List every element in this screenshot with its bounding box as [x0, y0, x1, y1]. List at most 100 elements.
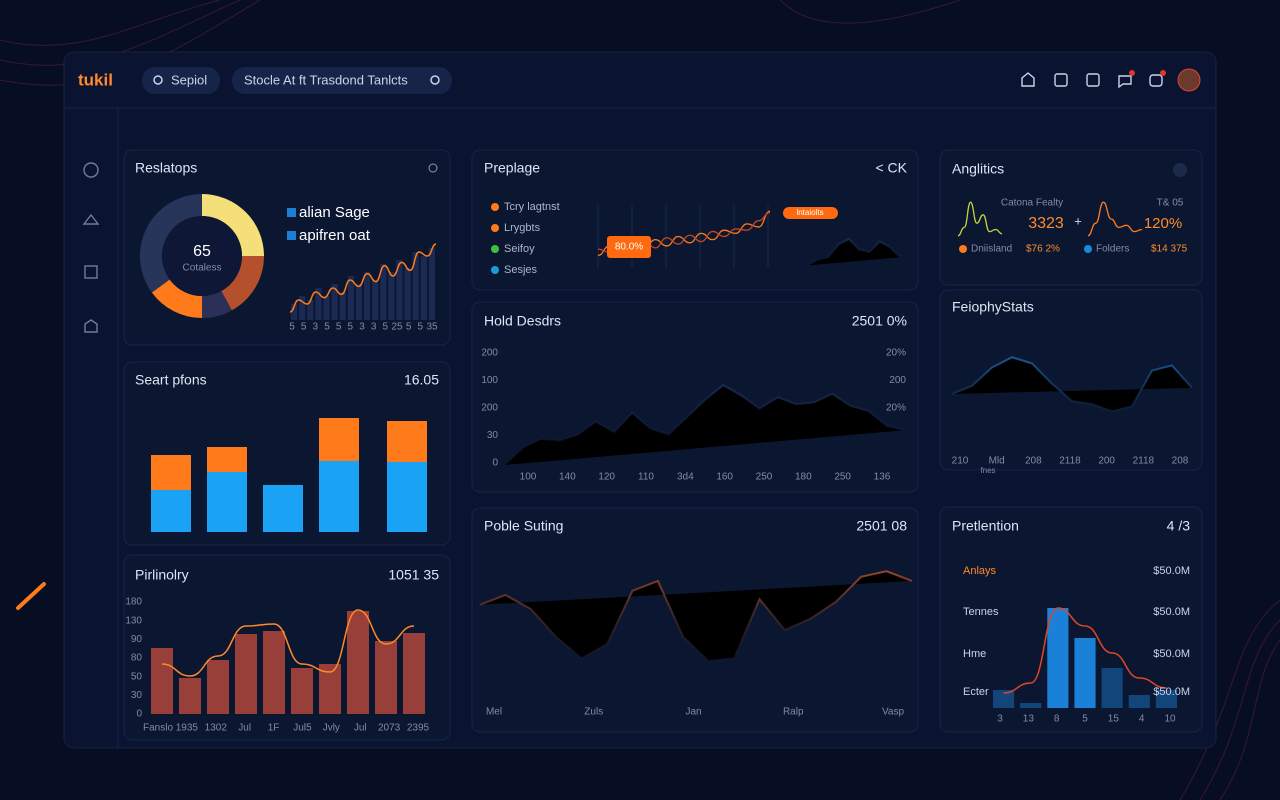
- label: 65: [193, 243, 211, 260]
- bar: [364, 272, 371, 320]
- label: 2073: [378, 723, 401, 734]
- legend-swatch: [287, 231, 296, 240]
- bar: [388, 272, 395, 320]
- bar: [412, 252, 419, 320]
- label: 1051 35: [388, 567, 439, 583]
- bar: [396, 260, 403, 320]
- avatar[interactable]: [1177, 68, 1201, 92]
- label: 110: [638, 472, 654, 483]
- bar: [319, 664, 341, 714]
- line: [807, 237, 901, 267]
- label: 200: [481, 348, 498, 359]
- bar: [1020, 703, 1042, 708]
- search-box[interactable]: [142, 67, 220, 94]
- label: $50.0M: [1153, 686, 1190, 698]
- label: 5: [406, 322, 412, 333]
- label: 20%: [886, 348, 906, 359]
- line: [1003, 607, 1167, 694]
- label: Sesjes: [504, 264, 538, 276]
- label: 208: [1172, 456, 1189, 467]
- bar: [403, 633, 425, 714]
- label: Dniisland: [971, 244, 1012, 255]
- label: Anlays: [963, 565, 997, 577]
- search-icon: [430, 75, 440, 85]
- sidebar-icons[interactable]: [82, 162, 100, 333]
- line: [161, 609, 415, 677]
- label: 5: [348, 322, 354, 333]
- search-box[interactable]: [232, 67, 452, 94]
- label: 2501 08: [856, 518, 907, 534]
- legend-dot: [1084, 245, 1092, 253]
- label: $50.0M: [1153, 606, 1190, 618]
- label: Pretlention: [952, 518, 1019, 534]
- bar: [404, 268, 411, 320]
- label: fnes: [980, 466, 995, 475]
- badge: [607, 236, 651, 258]
- area: [952, 357, 1192, 412]
- search-text: Sepiol: [171, 72, 207, 87]
- label: Seifoy: [504, 243, 535, 255]
- label: Preplage: [484, 160, 540, 176]
- label: 5: [289, 322, 295, 333]
- label: < CK: [875, 160, 907, 176]
- header-icons[interactable]: [1021, 72, 1163, 89]
- label: 4 /3: [1167, 518, 1191, 534]
- label: 210: [952, 456, 969, 467]
- bar-segment: [207, 447, 247, 472]
- label: 208: [1025, 456, 1042, 467]
- label: 5: [1082, 714, 1088, 725]
- label: Jvly: [323, 723, 340, 734]
- area: [505, 384, 905, 465]
- bar-segment: [207, 472, 247, 532]
- bar-segment: [387, 421, 427, 462]
- line: [957, 201, 1003, 237]
- label: 1302: [205, 723, 228, 734]
- legend-dot: [491, 203, 499, 211]
- label: Lrygbts: [504, 222, 541, 234]
- label: 1F: [268, 723, 280, 734]
- bar: [372, 280, 379, 320]
- label: 13: [1023, 714, 1035, 725]
- bar: [263, 631, 285, 714]
- label: 3: [313, 322, 319, 333]
- label: Vasp: [882, 707, 904, 718]
- bar-segment: [151, 490, 191, 532]
- label: 30: [487, 430, 499, 441]
- bar: [375, 641, 397, 714]
- search-icon[interactable]: [428, 163, 438, 173]
- label: $76 2%: [1026, 244, 1060, 255]
- label: 3: [371, 322, 377, 333]
- bar: [331, 284, 338, 320]
- line: [1087, 201, 1143, 237]
- label: Tcry lagtnst: [504, 201, 560, 213]
- tag: [783, 207, 838, 219]
- label: T& 05: [1157, 198, 1184, 209]
- donut-segment: [221, 256, 264, 311]
- label: 250: [756, 472, 773, 483]
- bar: [179, 678, 201, 714]
- label: 3: [997, 714, 1003, 725]
- label: 120%: [1144, 215, 1182, 232]
- bar: [339, 292, 346, 320]
- bar: [347, 611, 369, 714]
- bar: [380, 264, 387, 320]
- label: 5: [301, 322, 307, 333]
- label: 15: [1108, 714, 1120, 725]
- label: alian Sage: [299, 204, 370, 221]
- label: 80.0%: [615, 242, 643, 253]
- bar: [420, 256, 427, 320]
- label: Pirlinolry: [135, 567, 189, 583]
- label: Jul5: [293, 723, 312, 734]
- label: $50.0M: [1153, 565, 1190, 577]
- label: 8: [1054, 714, 1060, 725]
- label: Folders: [1096, 244, 1129, 255]
- bar: [299, 296, 306, 320]
- bar: [347, 276, 354, 320]
- label: Hold Desdrs: [484, 313, 561, 329]
- label: Fanslo: [143, 723, 173, 734]
- icon[interactable]: [1173, 163, 1187, 177]
- label: 250: [834, 472, 851, 483]
- bar: [1155, 690, 1177, 708]
- area: [480, 571, 912, 661]
- legend-dot: [491, 245, 499, 253]
